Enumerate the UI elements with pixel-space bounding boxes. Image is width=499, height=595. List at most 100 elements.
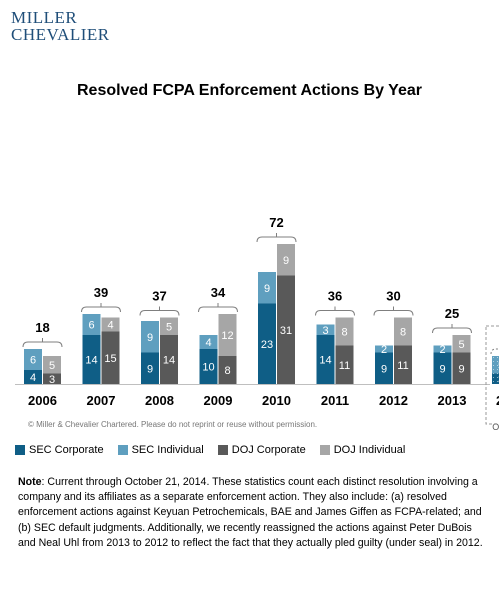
note-label: Note xyxy=(18,476,42,488)
total-label-2008: 37 xyxy=(152,289,166,304)
data-label-sec-corporate-2008: 9 xyxy=(147,363,153,375)
x-tick-label-2010: 2010 xyxy=(262,393,291,408)
legend-swatch-sec-corporate xyxy=(15,445,25,455)
total-label-2012: 30 xyxy=(386,289,400,304)
bar-doj-individual-2012 xyxy=(394,317,412,346)
data-label-doj-corporate-2010: 31 xyxy=(280,325,292,337)
bar-sec-corporate-2011 xyxy=(316,335,335,384)
total-bracket-2014 xyxy=(490,348,499,355)
total-bracket-2011 xyxy=(315,310,355,316)
bar-doj-corporate-2012 xyxy=(394,345,412,384)
bar-doj-corporate-2011 xyxy=(335,345,354,384)
bar-sec-corporate-2006 xyxy=(24,370,42,384)
bar-sec-corporate-2012 xyxy=(375,352,393,384)
data-label-sec-individual-2011: 3 xyxy=(322,325,328,337)
x-tick-label-2007: 2007 xyxy=(87,393,116,408)
data-label-doj-individual-2009: 12 xyxy=(221,330,233,342)
x-tick-label-2014: 2014 xyxy=(496,393,499,408)
data-label-doj-corporate-2009: 8 xyxy=(224,365,230,377)
data-label-doj-corporate-2013: 9 xyxy=(458,363,464,375)
logo-line-2: CHEVALIER xyxy=(11,25,110,44)
bar-sec-individual-2012 xyxy=(375,345,393,353)
bar-sec-individual-2011 xyxy=(316,324,335,335)
footnote: Note: Current through October 21, 2014. … xyxy=(18,475,488,551)
data-label-doj-individual-2013: 5 xyxy=(458,339,464,351)
data-label-doj-individual-2010: 9 xyxy=(283,255,289,267)
x-tick-label-2013: 2013 xyxy=(438,393,467,408)
bar-sec-individual-2014 xyxy=(492,356,499,374)
legend-label-sec-individual: SEC Individual xyxy=(131,444,204,456)
note-text: : Current through October 21, 2014. Thes… xyxy=(18,476,483,549)
total-bracket-2009 xyxy=(198,306,238,313)
total-label-2010: 72 xyxy=(269,215,283,230)
bar-sec-individual-2010 xyxy=(258,272,276,304)
partial-year-box-2014 xyxy=(485,325,499,425)
data-label-doj-individual-2011: 8 xyxy=(341,327,347,339)
logo-line-1: MILLER xyxy=(11,8,78,27)
data-label-doj-corporate-2006: 3 xyxy=(49,374,55,386)
bar-doj-individual-2007 xyxy=(101,317,120,332)
bar-doj-corporate-2013 xyxy=(452,352,471,384)
bar-sec-corporate-2010 xyxy=(258,303,276,384)
legend-item-doj-individual: DOJ Individual xyxy=(319,444,406,456)
data-label-sec-individual-2009: 4 xyxy=(205,337,211,349)
bar-sec-corporate-2008 xyxy=(141,352,159,384)
legend-swatch-doj-corporate xyxy=(217,445,228,455)
x-tick-label-2011: 2011 xyxy=(321,393,349,408)
bar-doj-individual-2010 xyxy=(277,244,295,276)
bar-sec-corporate-2014 xyxy=(492,373,499,384)
legend-swatch-sec-individual xyxy=(117,445,128,455)
bar-doj-individual-2009 xyxy=(218,314,237,356)
data-label-sec-corporate-2011: 14 xyxy=(319,355,331,367)
bar-sec-individual-2007 xyxy=(82,314,101,335)
legend-item-doj-corporate: DOJ Corporate xyxy=(217,444,306,456)
bar-sec-individual-2009 xyxy=(199,335,218,349)
bar-sec-individual-2006 xyxy=(24,349,42,370)
bar-sec-corporate-2013 xyxy=(433,352,452,384)
company-logo: MILLER CHEVALIER xyxy=(11,9,110,43)
data-label-doj-corporate-2012: 11 xyxy=(397,360,408,372)
partial-year-note-2014: Oct 2014 xyxy=(492,422,499,432)
x-tick-label-2009: 2009 xyxy=(204,393,233,408)
legend-item-sec-individual: SEC Individual xyxy=(117,444,204,456)
data-label-sec-individual-2008: 9 xyxy=(147,332,153,344)
bar-sec-individual-2013 xyxy=(433,345,452,353)
data-label-sec-individual-2007: 6 xyxy=(88,320,94,332)
legend-label-doj-individual: DOJ Individual xyxy=(333,444,406,456)
data-label-sec-individual-2013: 2 xyxy=(439,344,445,356)
data-label-sec-individual-2006: 6 xyxy=(30,355,36,367)
data-label-doj-individual-2012: 8 xyxy=(400,327,406,339)
legend-label-doj-corporate: DOJ Corporate xyxy=(231,444,306,456)
total-bracket-2010 xyxy=(256,236,297,243)
data-label-sec-individual-2012: 2 xyxy=(381,344,387,356)
bar-sec-individual-2008 xyxy=(141,321,159,353)
data-label-doj-corporate-2008: 14 xyxy=(163,355,175,367)
data-label-sec-corporate-2006: 4 xyxy=(30,372,36,384)
legend-label-sec-corporate: SEC Corporate xyxy=(29,444,104,456)
data-label-sec-corporate-2012: 9 xyxy=(381,363,387,375)
data-label-doj-corporate-2007: 15 xyxy=(104,353,116,365)
data-label-sec-individual-2014: 5 xyxy=(498,360,499,372)
data-label-doj-corporate-2011: 11 xyxy=(339,360,350,372)
total-bracket-2007 xyxy=(81,306,121,313)
copyright-notice: © Miller & Chevalier Chartered. Please d… xyxy=(28,420,318,429)
legend-item-sec-corporate: SEC Corporate xyxy=(15,444,104,456)
bar-doj-corporate-2009 xyxy=(218,356,237,384)
total-label-2007: 39 xyxy=(94,285,108,300)
data-label-doj-individual-2008: 5 xyxy=(166,321,172,333)
bar-doj-individual-2013 xyxy=(452,335,471,353)
bar-doj-individual-2011 xyxy=(335,317,354,346)
bar-doj-corporate-2006 xyxy=(43,373,61,384)
data-label-sec-individual-2010: 9 xyxy=(264,283,270,295)
chart-legend: SEC Corporate SEC Individual DOJ Corpora… xyxy=(15,444,405,456)
total-label-2011: 36 xyxy=(328,289,342,304)
bar-doj-corporate-2007 xyxy=(101,331,120,384)
bar-doj-individual-2008 xyxy=(160,317,178,335)
data-label-sec-corporate-2007: 14 xyxy=(85,355,97,367)
bar-doj-corporate-2010 xyxy=(277,275,295,384)
total-bracket-2006 xyxy=(22,341,63,348)
total-bracket-2013 xyxy=(432,327,472,334)
data-label-sec-corporate-2013: 9 xyxy=(439,363,445,375)
x-tick-label-2006: 2006 xyxy=(28,393,57,408)
x-tick-label-2012: 2012 xyxy=(379,393,408,408)
